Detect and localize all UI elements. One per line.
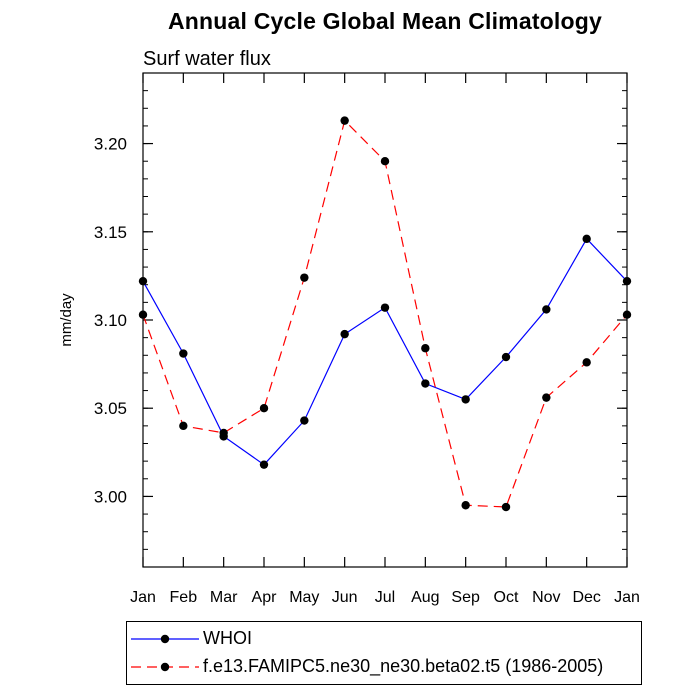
data-point-0 [138, 276, 148, 286]
data-point-0 [542, 305, 551, 314]
x-tick-label: Jan [130, 589, 156, 606]
legend-item-model: f.e13.FAMIPC5.ne30_ne30.beta02.t5 (1986-… [127, 654, 641, 680]
data-point-1 [138, 310, 148, 319]
data-point-1 [300, 273, 309, 282]
data-point-0 [340, 329, 349, 339]
data-point-0 [421, 379, 430, 388]
legend-swatch-model [131, 662, 199, 672]
x-tick-label: Jul [375, 589, 395, 606]
series-line-0 [142, 237, 628, 466]
x-tick-label: Sep [451, 589, 480, 606]
x-tick-label: Jan [614, 589, 640, 606]
x-tick-label: Mar [210, 589, 238, 606]
data-point-0 [259, 460, 269, 469]
chart-title: Annual Cycle Global Mean Climatology [167, 8, 603, 34]
chart-subtitle: Surf water flux [143, 48, 271, 70]
data-point-1 [219, 428, 228, 438]
plot-frame [142, 72, 628, 568]
y-tick-label: 3.15 [94, 223, 127, 242]
y-tick-label: 3.20 [94, 135, 127, 154]
y-tick-label: 3.10 [94, 311, 127, 330]
data-point-0 [380, 303, 390, 312]
x-tick-label: Dec [572, 589, 600, 606]
data-point-1 [340, 116, 349, 125]
line-chart: 3.00 3.05 3.10 3.15 3.20 Jan Feb Mar Apr May Jun Ju… [58, 72, 640, 606]
data-point-1 [542, 393, 551, 402]
data-point-1 [501, 502, 511, 512]
y-tick-label: 3.00 [94, 487, 127, 506]
x-tick-label: May [289, 589, 319, 606]
legend: WHOI f.e13.FAMIPC5.ne30_ne30.beta02.t5 (… [126, 621, 642, 685]
data-point-0 [501, 352, 511, 362]
x-tick-label: Jun [332, 589, 358, 606]
x-tick-label: Aug [411, 589, 439, 606]
y-axis-label: mm/day [58, 293, 75, 347]
data-point-1 [179, 421, 188, 431]
data-point-0 [461, 395, 470, 404]
legend-swatch-whoi [131, 634, 199, 644]
x-tick-label: Nov [532, 589, 560, 606]
legend-label-model: f.e13.FAMIPC5.ne30_ne30.beta02.t5 (1986-… [203, 656, 604, 676]
x-tick-label: Feb [170, 589, 198, 606]
data-point-1 [622, 310, 632, 319]
series-line-1 [142, 119, 628, 508]
data-point-0 [582, 234, 591, 244]
data-point-0 [622, 276, 632, 286]
data-point-1 [582, 358, 591, 367]
data-point-1 [380, 157, 390, 166]
data-point-1 [259, 404, 269, 413]
data-point-0 [300, 416, 309, 425]
legend-label-whoi: WHOI [203, 628, 252, 648]
x-tick-label: Oct [494, 589, 519, 606]
data-point-1 [421, 344, 430, 353]
legend-item-whoi: WHOI [127, 626, 641, 652]
data-point-0 [179, 349, 188, 358]
x-tick-label: Apr [252, 589, 278, 606]
y-tick-label: 3.05 [94, 399, 127, 418]
data-point-1 [461, 501, 470, 510]
